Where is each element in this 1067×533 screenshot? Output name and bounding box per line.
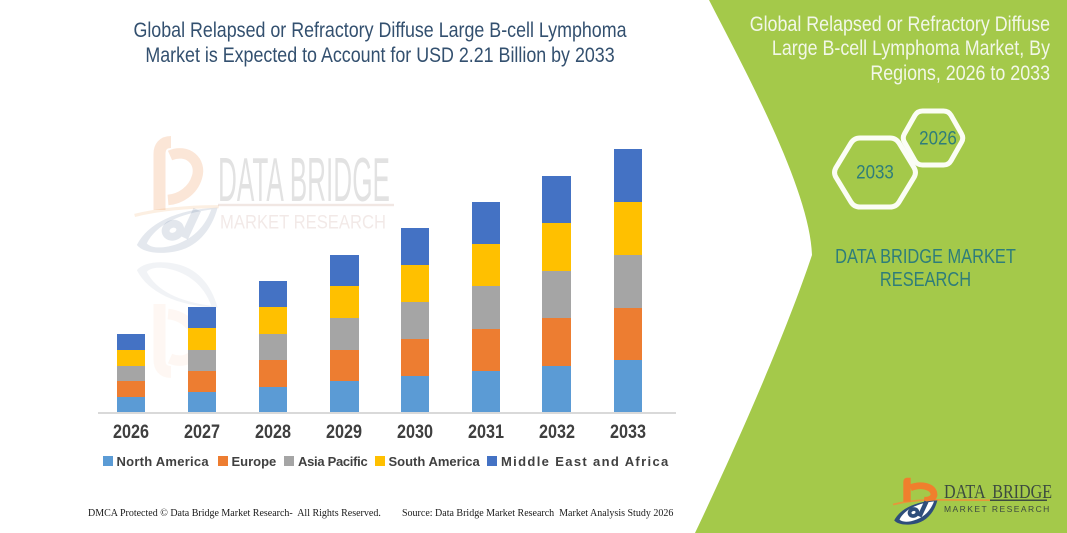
svg-text:MARKET RESEARCH: MARKET RESEARCH (220, 213, 386, 234)
svg-text:2033: 2033 (856, 160, 894, 182)
svg-text:DATA BRIDGE: DATA BRIDGE (218, 230, 390, 240)
svg-text:DATA BRIDGE: DATA BRIDGE (218, 150, 390, 215)
svg-text:2026: 2026 (919, 126, 957, 148)
